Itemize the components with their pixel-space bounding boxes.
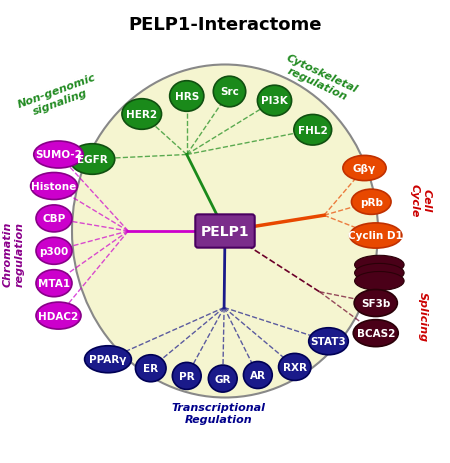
Text: Gβγ: Gβγ <box>353 163 376 174</box>
Ellipse shape <box>36 206 72 232</box>
Text: Histone: Histone <box>32 181 76 192</box>
Ellipse shape <box>34 142 83 169</box>
Ellipse shape <box>355 264 404 283</box>
Text: SUMO-2: SUMO-2 <box>35 150 82 160</box>
Text: EGFR: EGFR <box>77 155 108 165</box>
Text: PELP1-Interactome: PELP1-Interactome <box>128 16 322 34</box>
Ellipse shape <box>343 156 386 181</box>
Text: Non-genomic
signaling: Non-genomic signaling <box>16 73 101 121</box>
Text: Src: Src <box>220 88 239 97</box>
Ellipse shape <box>36 302 81 329</box>
Ellipse shape <box>36 270 72 297</box>
Ellipse shape <box>294 115 332 146</box>
Ellipse shape <box>309 328 348 355</box>
Ellipse shape <box>355 256 404 275</box>
Ellipse shape <box>243 362 272 388</box>
Text: PI3K: PI3K <box>261 96 288 106</box>
Text: HRS: HRS <box>175 92 199 102</box>
Text: HDAC2: HDAC2 <box>38 311 79 321</box>
Text: CBP: CBP <box>42 214 66 224</box>
Ellipse shape <box>350 224 402 249</box>
Ellipse shape <box>122 100 162 130</box>
Ellipse shape <box>170 81 204 112</box>
Ellipse shape <box>85 346 131 373</box>
Ellipse shape <box>351 190 391 215</box>
Text: Transcriptional
Regulation: Transcriptional Regulation <box>171 403 265 424</box>
Ellipse shape <box>213 77 246 107</box>
Text: STAT3: STAT3 <box>310 337 346 346</box>
Text: Cell
Cycle: Cell Cycle <box>410 183 432 217</box>
Text: PELP1: PELP1 <box>201 225 249 238</box>
Ellipse shape <box>172 363 201 389</box>
Text: ER: ER <box>143 363 158 374</box>
Text: SF3b: SF3b <box>361 298 391 308</box>
Ellipse shape <box>31 173 77 200</box>
Text: HER2: HER2 <box>126 110 158 120</box>
Text: Cyclin D1: Cyclin D1 <box>348 231 403 241</box>
Ellipse shape <box>135 355 166 382</box>
Text: BCAS2: BCAS2 <box>356 328 395 338</box>
Ellipse shape <box>355 272 404 291</box>
Ellipse shape <box>72 65 378 398</box>
Ellipse shape <box>354 290 397 317</box>
Ellipse shape <box>279 354 311 381</box>
Text: AR: AR <box>250 370 266 380</box>
Text: MTA1: MTA1 <box>38 279 70 288</box>
Text: pRb: pRb <box>360 197 383 207</box>
Ellipse shape <box>70 144 115 175</box>
Text: Chromatin
regulation: Chromatin regulation <box>3 221 24 287</box>
Ellipse shape <box>353 320 398 347</box>
Text: PR: PR <box>179 371 194 381</box>
Text: FHL2: FHL2 <box>298 125 328 136</box>
Ellipse shape <box>257 86 292 117</box>
FancyBboxPatch shape <box>195 215 255 248</box>
Ellipse shape <box>208 365 237 392</box>
Text: GR: GR <box>215 374 231 384</box>
Text: Splicing: Splicing <box>418 292 428 342</box>
Text: Cytoskeletal
regulation: Cytoskeletal regulation <box>280 53 359 105</box>
Text: RXR: RXR <box>283 362 307 372</box>
Text: PPARγ: PPARγ <box>89 355 127 364</box>
Ellipse shape <box>36 238 72 265</box>
Text: p300: p300 <box>40 246 68 256</box>
